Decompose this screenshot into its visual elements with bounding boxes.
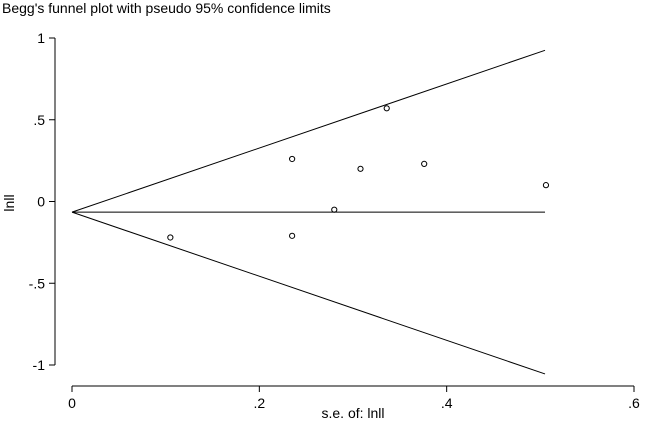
funnel-lines [71, 49, 546, 375]
y-tick-label: 1 [37, 30, 45, 46]
y-tick-label: .5 [33, 112, 45, 128]
x-axis-label: s.e. of: lnll [321, 405, 384, 421]
study-point [167, 234, 174, 241]
y-tick-label: 0 [37, 194, 45, 210]
x-tick-label: 0 [68, 395, 76, 411]
y-axis-label: lnll [1, 194, 17, 211]
x-tick-label: .4 [441, 395, 453, 411]
study-point [331, 206, 338, 213]
study-point [542, 182, 550, 189]
axes: -1 -.5 0 .5 1 0 .2 .4 .6 [29, 30, 640, 411]
chart-title: Begg's funnel plot with pseudo 95% confi… [2, 0, 331, 16]
y-tick-label: -.5 [29, 275, 46, 291]
x-tick-label: .2 [253, 395, 265, 411]
study-point [357, 165, 364, 172]
lower-confidence-limit [71, 211, 546, 375]
data-points [167, 105, 550, 241]
x-tick-label: .6 [628, 395, 640, 411]
study-point [289, 232, 296, 239]
upper-confidence-limit [71, 49, 546, 213]
study-point [421, 160, 428, 167]
y-tick-label: -1 [33, 357, 46, 373]
study-point [383, 105, 390, 112]
study-point [289, 155, 296, 163]
